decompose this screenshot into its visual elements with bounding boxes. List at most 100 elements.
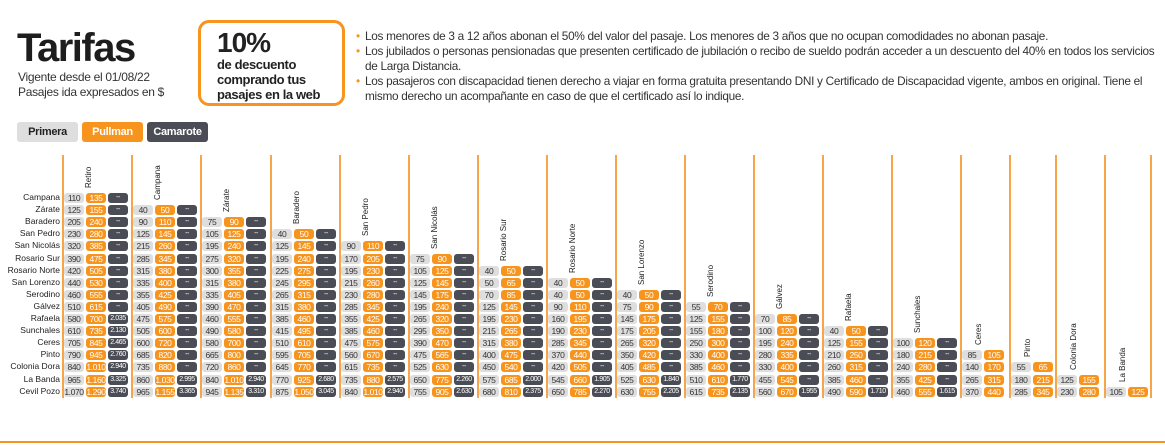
fare-primera: 215: [341, 277, 361, 288]
fare-camarote: --: [246, 241, 266, 252]
fare-camarote: --: [730, 350, 750, 361]
fare-camarote: --: [454, 289, 474, 300]
fare-pullman: 705: [294, 350, 314, 361]
fare-camarote: --: [385, 338, 405, 349]
fare-primera: 40: [548, 289, 568, 300]
fare-pullman: 50: [846, 326, 866, 337]
column-divider: [339, 155, 341, 398]
fare-primera: 265: [617, 338, 637, 349]
fare-primera: 965: [133, 386, 153, 397]
fare-primera: 610: [64, 326, 84, 337]
fare-pullman: 615: [86, 301, 106, 312]
fare-pullman: 475: [86, 253, 106, 264]
fare-pullman: 485: [639, 362, 659, 373]
fare-camarote: --: [454, 350, 474, 361]
fare-camarote: --: [730, 326, 750, 337]
fare-camarote: --: [177, 350, 197, 361]
fare-pullman: 565: [432, 350, 452, 361]
fare-camarote: --: [730, 301, 750, 312]
class-legend-camarote: Camarote: [147, 122, 208, 142]
fare-primera: 90: [133, 217, 153, 228]
fare-primera: 55: [1011, 362, 1031, 373]
fare-primera: 875: [272, 386, 292, 397]
fare-primera: 840: [202, 374, 222, 385]
fare-primera: 945: [202, 386, 222, 397]
fare-camarote: --: [385, 289, 405, 300]
column-divider: [960, 155, 962, 398]
fare-pullman: 945: [86, 350, 106, 361]
fare-camarote: --: [108, 265, 128, 276]
fare-pullman: 135: [86, 193, 106, 203]
fare-camarote: 2.465: [108, 338, 128, 349]
fare-primera: 40: [133, 205, 153, 216]
fare-primera: 405: [133, 301, 153, 312]
fare-pullman: 925: [294, 374, 314, 385]
fare-primera: 195: [479, 314, 499, 324]
fare-camarote: --: [316, 350, 336, 361]
fare-primera: 405: [617, 362, 637, 373]
fare-pullman: 720: [155, 338, 175, 349]
fare-pullman: 505: [86, 265, 106, 276]
fare-camarote: 2.940: [246, 374, 266, 385]
fare-camarote: 2.940: [385, 386, 405, 397]
fare-pullman: 345: [155, 253, 175, 264]
fare-pullman: 575: [155, 314, 175, 324]
fare-camarote: --: [868, 338, 888, 349]
fare-camarote: --: [661, 350, 681, 361]
fare-primera: 385: [824, 374, 844, 385]
column-header: La Banda: [1118, 347, 1127, 382]
fare-primera: 350: [617, 350, 637, 361]
fare-camarote: --: [177, 277, 197, 288]
fare-primera: 330: [686, 350, 706, 361]
fare-primera: 40: [617, 289, 637, 300]
fare-camarote: 2.260: [454, 374, 474, 385]
fare-camarote: 2.940: [108, 362, 128, 373]
fare-pullman: 90: [224, 217, 244, 228]
fare-primera: 415: [272, 326, 292, 337]
fare-camarote: --: [454, 338, 474, 349]
page-title: Tarifas: [17, 26, 136, 70]
fare-camarote: --: [177, 338, 197, 349]
fare-primera: 685: [133, 350, 153, 361]
fare-pullman: 630: [639, 374, 659, 385]
fare-primera: 755: [410, 386, 430, 397]
fare-primera: 85: [962, 350, 982, 361]
fare-pullman: 775: [432, 374, 452, 385]
fare-camarote: --: [661, 314, 681, 324]
fare-primera: 475: [410, 350, 430, 361]
fare-pullman: 85: [777, 314, 797, 324]
column-divider: [131, 155, 133, 398]
fare-pullman: 460: [708, 362, 728, 373]
fare-pullman: 85: [501, 289, 521, 300]
fare-pullman: 275: [294, 265, 314, 276]
fare-camarote: 2.135: [730, 386, 750, 397]
fare-primera: 40: [824, 326, 844, 337]
fare-primera: 460: [64, 289, 84, 300]
fare-pullman: 505: [570, 362, 590, 373]
fare-camarote: --: [385, 314, 405, 324]
fare-camarote: --: [177, 241, 197, 252]
fare-pullman: 1.010: [224, 374, 244, 385]
fare-primera: 190: [548, 326, 568, 337]
fare-camarote: --: [246, 253, 266, 264]
fare-pullman: 65: [501, 277, 521, 288]
fare-pullman: 350: [432, 326, 452, 337]
currency-note: Pasajes ida expresados en $: [18, 85, 165, 99]
column-divider: [62, 155, 64, 398]
fare-primera: 315: [479, 338, 499, 349]
fare-pullman: 1.155: [155, 386, 175, 397]
promo-percent: 10%: [217, 27, 271, 58]
fare-primera: 265: [410, 314, 430, 324]
fare-camarote: --: [523, 326, 543, 337]
column-divider: [477, 155, 479, 398]
fare-pullman: 295: [294, 277, 314, 288]
column-divider: [408, 155, 410, 398]
note-item: • Los jubilados o personas pensionadas qu…: [356, 44, 1156, 74]
column-divider: [1150, 155, 1152, 398]
fare-camarote: --: [108, 301, 128, 312]
fare-pullman: 385: [86, 241, 106, 252]
fare-pullman: 405: [224, 289, 244, 300]
fare-pullman: 240: [294, 253, 314, 264]
fare-camarote: 2.375: [523, 386, 543, 397]
fare-primera: 125: [1057, 374, 1077, 385]
